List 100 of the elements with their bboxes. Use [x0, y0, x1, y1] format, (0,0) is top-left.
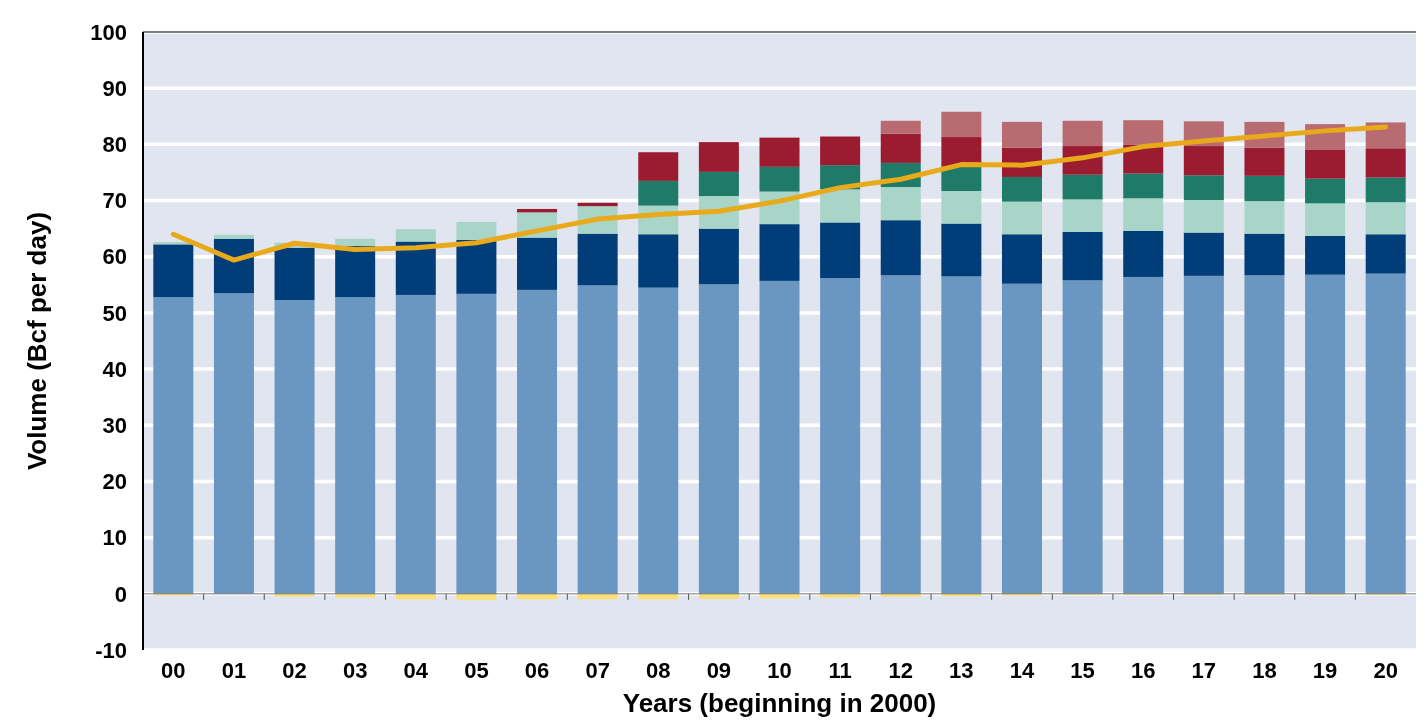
bar [213, 234, 254, 239]
bar [880, 275, 921, 594]
bar [213, 293, 254, 594]
bar [941, 223, 982, 277]
bar [638, 152, 679, 181]
x-tick-label: 20 [1373, 658, 1398, 683]
bar [1305, 274, 1346, 594]
bar [517, 237, 558, 290]
bar [456, 239, 497, 294]
bar [698, 284, 739, 594]
bar [456, 221, 497, 240]
bar [759, 166, 800, 192]
bar [1123, 276, 1164, 594]
bar [638, 234, 679, 288]
bar [335, 593, 376, 598]
x-tick-label: 00 [161, 658, 186, 683]
y-tick-label: -10 [95, 637, 127, 663]
x-tick-label: 12 [888, 658, 913, 683]
bar [153, 244, 194, 298]
y-tick-label: 0 [114, 581, 127, 607]
bar [1305, 149, 1346, 179]
bar [820, 136, 861, 166]
x-tick-label: 13 [949, 658, 974, 683]
y-tick-label: 30 [102, 412, 127, 438]
bar [274, 299, 315, 594]
bar [1365, 202, 1406, 235]
bar [1062, 174, 1103, 200]
x-tick-label: 08 [646, 658, 671, 683]
bar [698, 142, 739, 172]
x-axis-title: Years (beginning in 2000) [622, 688, 937, 718]
bar [638, 287, 679, 594]
bar [517, 289, 558, 594]
x-tick-label: 14 [1009, 658, 1035, 683]
bar [1244, 147, 1285, 176]
bar [1244, 275, 1285, 594]
bar [759, 593, 800, 599]
x-tick-label: 17 [1191, 658, 1217, 683]
bar [880, 187, 921, 221]
x-tick-label: 11 [828, 658, 852, 683]
y-tick-label: 20 [102, 469, 127, 495]
y-tick-label: 80 [102, 132, 127, 158]
bar [759, 224, 800, 281]
bar [1001, 121, 1042, 148]
bar [638, 180, 679, 206]
bar [274, 593, 315, 597]
bar [1183, 146, 1224, 176]
x-tick-label: 06 [524, 658, 550, 683]
bar [577, 233, 618, 286]
x-tick-label: 04 [403, 658, 429, 683]
bar [698, 228, 739, 285]
bar [1062, 199, 1103, 233]
bar [1001, 283, 1042, 594]
bar [1123, 198, 1164, 231]
bar [698, 593, 739, 599]
bar [1001, 201, 1042, 235]
bar [395, 229, 436, 242]
x-tick-label: 16 [1130, 658, 1156, 683]
bar [335, 297, 376, 594]
x-tick-label: 05 [464, 658, 489, 683]
x-tick-label: 07 [585, 658, 610, 683]
bar [1062, 280, 1103, 594]
x-tick-label: 03 [342, 658, 368, 683]
x-tick-label: 10 [767, 658, 792, 683]
bar [1062, 232, 1103, 281]
bar [335, 246, 376, 298]
bar [820, 189, 861, 223]
bar [153, 297, 194, 594]
bar [1244, 175, 1285, 202]
bar [1123, 173, 1164, 199]
x-tick-label: 19 [1312, 658, 1338, 683]
bar [456, 293, 497, 594]
bar [1365, 177, 1406, 203]
bar [941, 111, 982, 138]
bar [1183, 275, 1224, 594]
bar [941, 191, 982, 224]
y-tick-label: 60 [102, 244, 127, 270]
bar [759, 137, 800, 167]
bar [274, 247, 315, 300]
x-tick-label: 09 [706, 658, 732, 683]
bar [698, 171, 739, 197]
x-tick-label: 01 [221, 658, 247, 683]
bar [1183, 232, 1224, 276]
bar [820, 278, 861, 594]
bar [1001, 234, 1042, 284]
bar [880, 120, 921, 134]
y-axis-title: Volume (Bcf per day) [22, 211, 52, 471]
bar [941, 166, 982, 191]
bar [1183, 175, 1224, 200]
bar [1244, 233, 1285, 276]
bar [1305, 178, 1346, 204]
bar [1123, 120, 1164, 145]
bar [941, 276, 982, 594]
bar [820, 222, 861, 279]
bar [759, 280, 800, 594]
y-tick-label: 50 [102, 300, 127, 326]
bar [335, 238, 376, 247]
bar [456, 593, 497, 600]
bar [1062, 120, 1103, 147]
y-tick-label: 70 [102, 188, 127, 214]
bar [1365, 273, 1406, 594]
